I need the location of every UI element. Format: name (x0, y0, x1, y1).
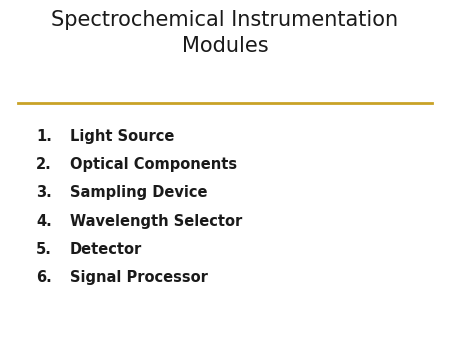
Text: Sampling Device: Sampling Device (70, 186, 207, 200)
Text: Spectrochemical Instrumentation
Modules: Spectrochemical Instrumentation Modules (51, 10, 399, 56)
Text: 5.: 5. (36, 242, 52, 257)
Text: Optical Components: Optical Components (70, 158, 237, 172)
Text: Wavelength Selector: Wavelength Selector (70, 214, 242, 228)
Text: 2.: 2. (36, 158, 52, 172)
Text: 6.: 6. (36, 270, 52, 285)
Text: Signal Processor: Signal Processor (70, 270, 207, 285)
Text: 3.: 3. (36, 186, 52, 200)
Text: 1.: 1. (36, 129, 52, 144)
Text: Detector: Detector (70, 242, 142, 257)
Text: Light Source: Light Source (70, 129, 174, 144)
Text: 4.: 4. (36, 214, 52, 228)
